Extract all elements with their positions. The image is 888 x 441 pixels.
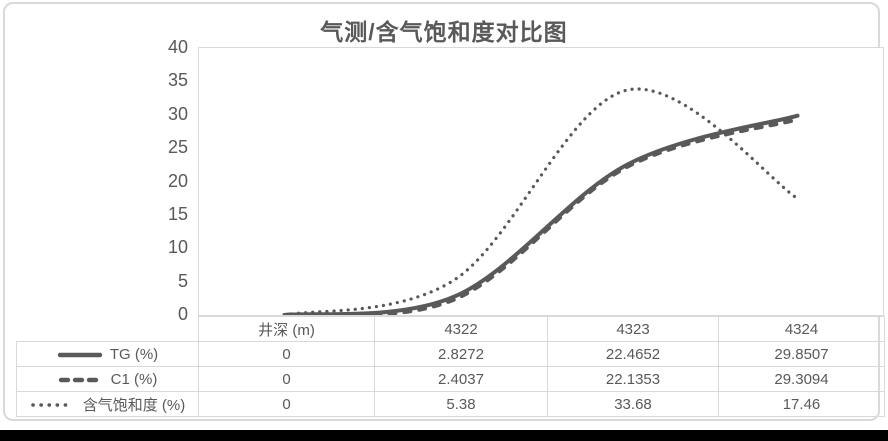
series-line-solid — [282, 113, 800, 315]
y-axis-tick-label: 20 — [167, 170, 188, 191]
series-lines — [282, 87, 800, 315]
table-value-cell: 2.4037 — [374, 366, 548, 392]
table-value-cell: 29.8507 — [718, 341, 885, 367]
y-axis-tick-label: 35 — [167, 70, 188, 91]
table-header-cell: 4324 — [718, 316, 885, 342]
table-corner-cell — [17, 317, 199, 342]
legend-solid-line-icon — [57, 352, 103, 357]
legend-dashed-line-icon — [58, 377, 103, 382]
table-value-cell: 0 — [198, 366, 375, 392]
table-value-cell: 17.46 — [718, 391, 885, 417]
y-axis-tick-label: 5 — [177, 270, 188, 291]
table-value-cell: 0 — [198, 391, 375, 417]
legend-cell: C1 (%) — [16, 366, 199, 392]
legend-cell: TG (%) — [16, 341, 199, 367]
chart-title: 气测/含气饱和度对比图 — [320, 19, 568, 45]
series-name-label: C1 (%) — [110, 370, 158, 388]
table-header-cell: 4323 — [547, 316, 719, 342]
data-table: 井深 (m) 4322 4323 4324 TG (%) 0 2.8272 22.4652 29… — [16, 316, 885, 417]
table-header-cell: 井深 (m) — [198, 316, 375, 342]
table-value-cell: 22.4652 — [547, 341, 719, 367]
legend-marker — [57, 346, 103, 363]
y-axis-tick-label: 15 — [167, 203, 188, 224]
table-header-cell: 4322 — [374, 316, 548, 342]
y-axis-tick-label: 10 — [167, 237, 188, 258]
y-axis: 40 35 30 25 20 15 10 5 0 — [118, 0, 188, 340]
table-value-cell: 33.68 — [547, 391, 719, 417]
table-value-cell: 29.3094 — [718, 366, 885, 392]
y-axis-tick-label: 40 — [167, 37, 188, 57]
table-value-cell: 2.8272 — [374, 341, 548, 367]
table-value-cell: 22.1353 — [547, 366, 719, 392]
plot-area — [198, 47, 884, 316]
y-axis-tick-label: 30 — [167, 103, 188, 124]
table-row: C1 (%) 0 2.4037 22.1353 29.3094 — [16, 366, 885, 392]
series-line-dotted — [282, 87, 800, 315]
y-axis-tick-label: 25 — [167, 137, 188, 158]
series-line-dashed — [282, 117, 800, 315]
table-row: 含气饱和度 (%) 0 5.38 33.68 17.46 — [16, 391, 885, 417]
bottom-black-bar — [0, 430, 888, 441]
legend-cell: 含气饱和度 (%) — [16, 391, 199, 417]
table-value-cell: 0 — [198, 341, 375, 367]
y-axis-tick-label: 0 — [177, 304, 188, 324]
table-row: TG (%) 0 2.8272 22.4652 29.8507 — [16, 341, 885, 367]
series-name-label: TG (%) — [109, 345, 159, 363]
table-value-cell: 5.38 — [374, 391, 548, 417]
legend-marker — [30, 396, 76, 413]
table-header-row: 井深 (m) 4322 4323 4324 — [17, 316, 885, 342]
legend-marker — [58, 371, 104, 388]
legend-dotted-line-icon — [30, 402, 72, 407]
series-name-label: 含气饱和度 (%) — [82, 396, 186, 414]
